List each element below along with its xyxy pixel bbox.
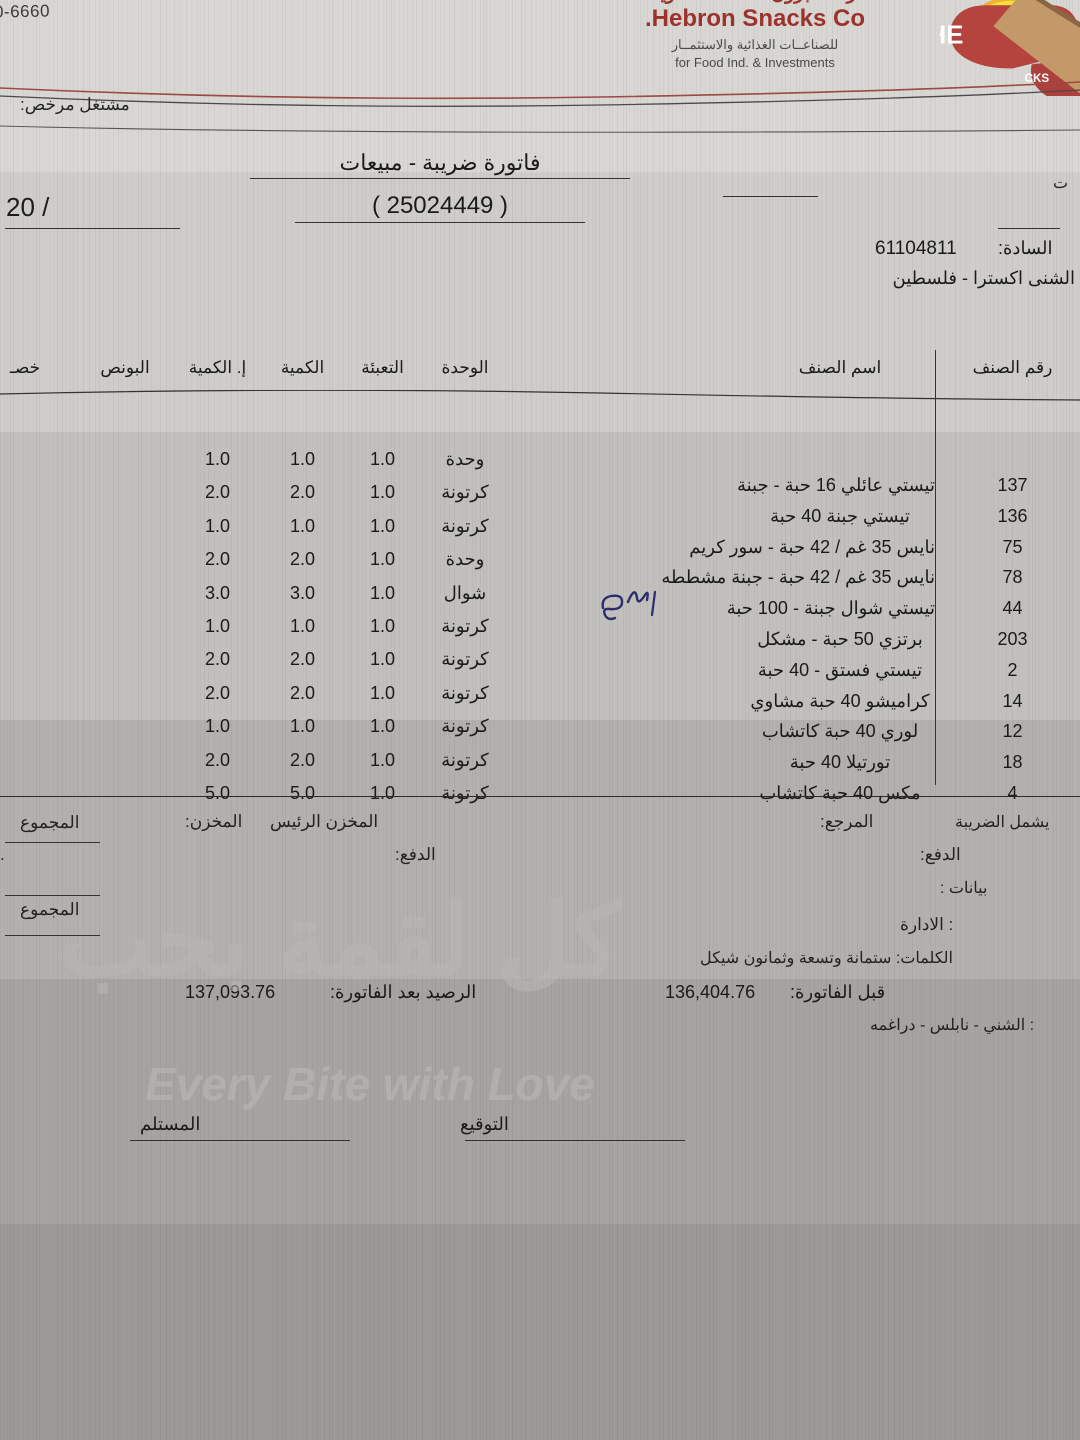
svg-text:HE: HE — [940, 22, 963, 50]
svg-text:كل لقمة بحب: كل لقمة بحب — [59, 885, 623, 997]
svg-text:Every Bite with Love: Every Bite with Love — [145, 1058, 595, 1110]
